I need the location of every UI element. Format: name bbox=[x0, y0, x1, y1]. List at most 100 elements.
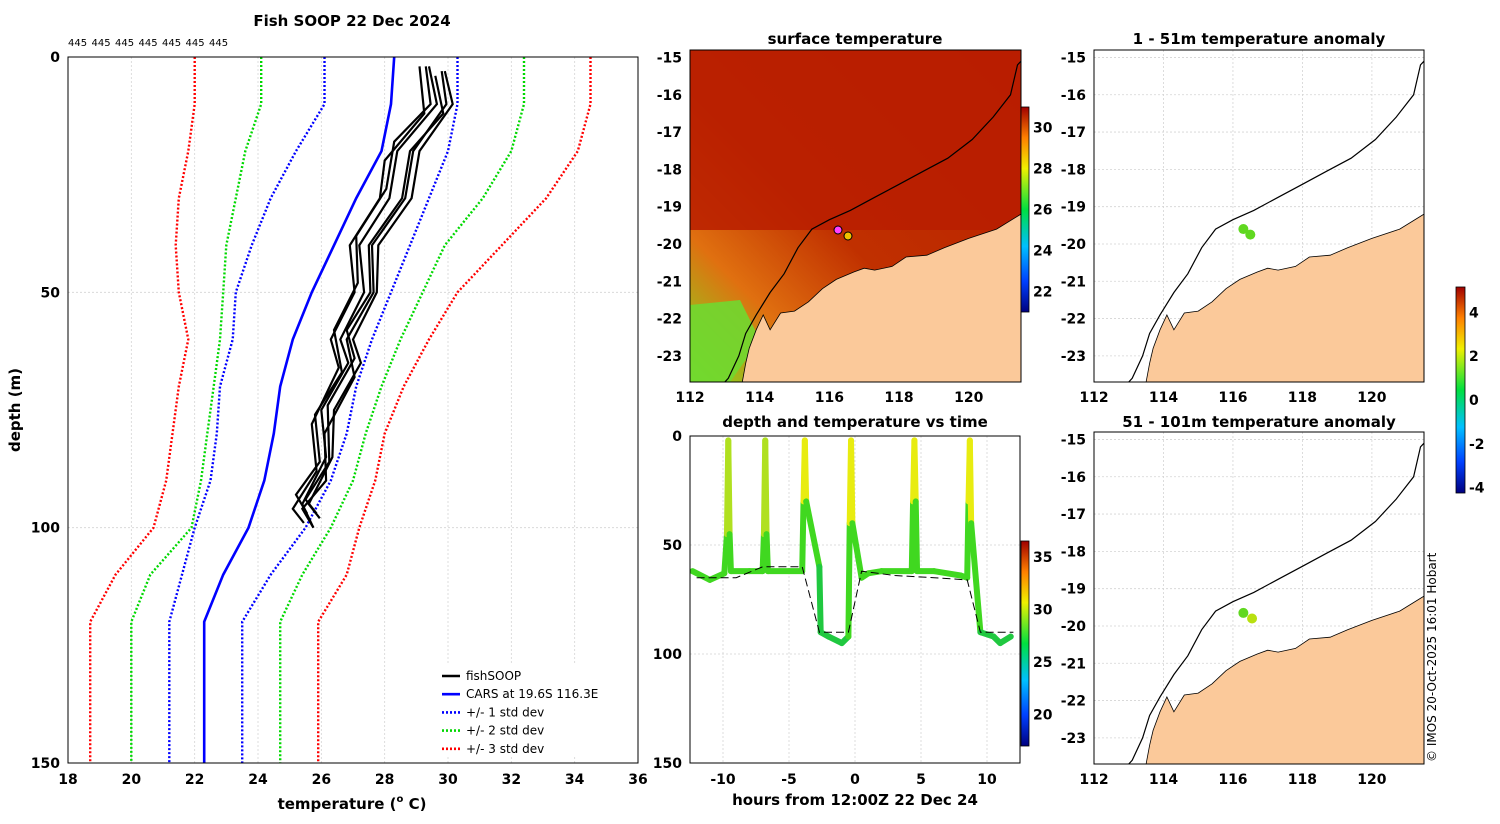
map-y-tick-label: -17 bbox=[1061, 507, 1086, 523]
anomaly-colorbar-tick: 4 bbox=[1469, 305, 1479, 321]
depth-time-frame bbox=[689, 435, 1021, 764]
std1-plus-line bbox=[241, 57, 459, 763]
map-y-tick-label: -19 bbox=[657, 200, 682, 216]
x-tick-label: 32 bbox=[502, 772, 521, 788]
dt-colorbar-tick: 20 bbox=[1033, 707, 1053, 723]
track-segment bbox=[845, 520, 853, 640]
anomaly-51-101m-panel: 51 - 101m temperature anomaly 112 114 116 1… bbox=[1061, 413, 1425, 788]
map-y-tick-label: -22 bbox=[657, 312, 682, 328]
legend-label: fishSOOP bbox=[466, 669, 521, 683]
std2-minus-line bbox=[130, 57, 263, 763]
legend-label: +/- 3 std dev bbox=[466, 742, 544, 756]
track-segment bbox=[762, 437, 770, 538]
y-tick-label: 50 bbox=[41, 285, 61, 301]
map-x-tick-label: 114 bbox=[1149, 390, 1178, 406]
y-tick-label: 100 bbox=[31, 521, 60, 537]
map-x-tick-label: 112 bbox=[675, 390, 704, 406]
sst-colorbar-tick: 24 bbox=[1033, 244, 1053, 260]
map-y-tick-label: -16 bbox=[657, 88, 682, 104]
profile-ylabel: depth (m) bbox=[6, 368, 24, 452]
map-y-tick-label: -21 bbox=[1061, 656, 1086, 672]
sst-colorbar-tick: 26 bbox=[1033, 203, 1052, 219]
dt-y-tick-label: 0 bbox=[672, 429, 682, 445]
bottom-depth-line bbox=[696, 566, 1014, 633]
anomaly-1-land bbox=[1145, 213, 1424, 382]
track-segment bbox=[726, 531, 734, 575]
anomaly-colorbar-tick: 0 bbox=[1469, 393, 1479, 409]
map-y-tick-label: -21 bbox=[1061, 274, 1086, 290]
map-y-tick-label: -22 bbox=[1061, 694, 1086, 710]
dt-x-tick-label: 0 bbox=[850, 772, 860, 788]
track-segment bbox=[759, 531, 767, 575]
track-segment bbox=[966, 437, 975, 527]
anomaly-colorbar-tick: -2 bbox=[1469, 437, 1485, 453]
map-x-tick-label: 116 bbox=[1218, 772, 1247, 788]
map-y-tick-label: -23 bbox=[657, 349, 682, 365]
profile-lines bbox=[89, 56, 592, 763]
sst-colorbar-tick: 30 bbox=[1033, 121, 1053, 137]
sst-bathymetry-contour bbox=[724, 60, 1021, 382]
anomaly-2-title: 51 - 101m temperature anomaly bbox=[1122, 413, 1396, 431]
std2-plus-line bbox=[279, 57, 526, 763]
anomaly-point bbox=[1245, 229, 1256, 240]
map-y-tick-label: -15 bbox=[1061, 50, 1086, 66]
track-segment bbox=[849, 520, 865, 581]
cast-count-label: 445 bbox=[68, 38, 87, 49]
legend-label: +/- 2 std dev bbox=[466, 724, 544, 738]
map-y-tick-label: -20 bbox=[1061, 619, 1087, 635]
map-y-tick-label: -15 bbox=[1061, 432, 1086, 448]
map-y-tick-label: -17 bbox=[657, 125, 682, 141]
track-segment bbox=[690, 568, 713, 583]
sst-colorbar-tick: 28 bbox=[1033, 162, 1052, 178]
anomaly-1-title: 1 - 51m temperature anomaly bbox=[1133, 30, 1386, 48]
sst-map-panel: surface temperature 112 114 116 118 120 -15 -1… bbox=[657, 30, 1053, 406]
cast-count-labels: 445 445 445 445 445 445 445 bbox=[68, 38, 228, 49]
map-y-tick-label: -19 bbox=[1061, 582, 1086, 598]
fishsoop-cast-line bbox=[291, 66, 426, 524]
map-x-tick-label: 118 bbox=[884, 390, 913, 406]
track-segment bbox=[912, 498, 921, 575]
x-tick-label: 30 bbox=[438, 772, 458, 788]
map-x-tick-label: 120 bbox=[1357, 772, 1386, 788]
dt-x-tick-label: 10 bbox=[977, 772, 997, 788]
map-y-tick-label: -21 bbox=[657, 274, 682, 290]
depth-time-title: depth and temperature vs time bbox=[722, 413, 988, 431]
depth-time-xlabel: hours from 12:00Z 22 Dec 24 bbox=[732, 791, 978, 809]
map-y-tick-label: -23 bbox=[1061, 731, 1086, 747]
dt-colorbar-tick: 35 bbox=[1033, 550, 1052, 566]
track-segment bbox=[725, 437, 733, 538]
anomaly-1-bathymetry bbox=[1127, 60, 1424, 382]
anomaly-colorbar-tick: -4 bbox=[1469, 481, 1485, 497]
x-tick-label: 18 bbox=[58, 772, 77, 788]
depth-time-colorbar bbox=[1020, 540, 1030, 747]
anomaly-1-51m-panel: 1 - 51m temperature anomaly 112 114 116 118… bbox=[1061, 30, 1425, 406]
sst-colorbar bbox=[1020, 106, 1030, 313]
legend-box bbox=[434, 663, 630, 757]
profile-xlabel: temperature (o C) bbox=[278, 794, 427, 813]
sst-hot-region bbox=[690, 50, 1021, 230]
track-segment bbox=[997, 633, 1014, 647]
map-x-tick-label: 112 bbox=[1079, 390, 1108, 406]
anomaly-1-frame bbox=[1093, 49, 1425, 383]
map-x-tick-label: 118 bbox=[1288, 390, 1317, 406]
map-y-tick-label: -20 bbox=[657, 237, 683, 253]
x-tick-label: 20 bbox=[122, 772, 142, 788]
x-tick-label: 36 bbox=[628, 772, 647, 788]
track-segment bbox=[968, 520, 984, 636]
track-segment bbox=[801, 437, 810, 505]
anomaly-colorbar-tick: 2 bbox=[1469, 349, 1479, 365]
legend-label: +/- 1 std dev bbox=[466, 705, 544, 719]
map-y-tick-label: -22 bbox=[1061, 312, 1086, 328]
cast-count-label: 445 bbox=[139, 38, 158, 49]
anomaly-2-frame bbox=[1093, 431, 1425, 765]
map-y-tick-label: -20 bbox=[1061, 237, 1087, 253]
map-y-tick-label: -18 bbox=[1061, 544, 1086, 560]
profile-legend: fishSOOP CARS at 19.6S 116.3E +/- 1 std de… bbox=[434, 663, 630, 757]
dt-y-tick-label: 100 bbox=[653, 647, 682, 663]
dt-x-tick-label: -5 bbox=[781, 772, 797, 788]
sst-map-title: surface temperature bbox=[768, 30, 943, 48]
map-y-tick-label: -17 bbox=[1061, 125, 1086, 141]
track-segment bbox=[848, 437, 856, 527]
cars-mean-line bbox=[202, 56, 396, 763]
